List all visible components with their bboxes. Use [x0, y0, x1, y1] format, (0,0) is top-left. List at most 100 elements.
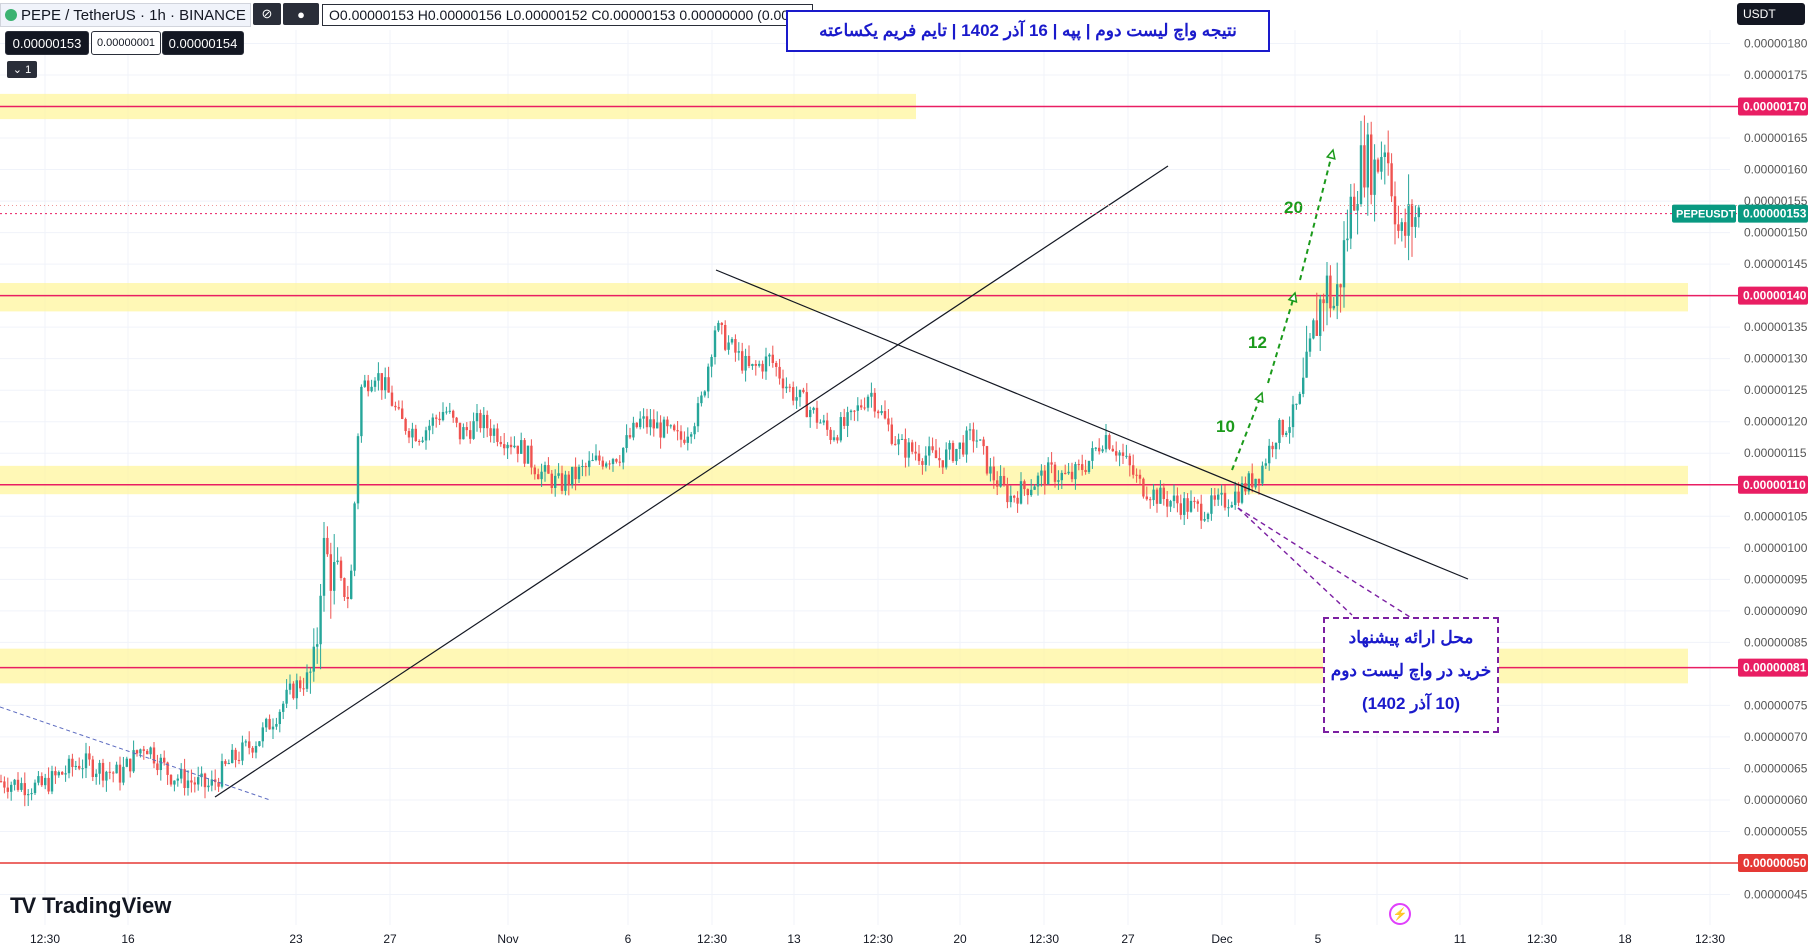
candle-body [455, 417, 458, 423]
ask-price-box[interactable]: 0.00000154 [162, 31, 244, 55]
candle-body [496, 428, 499, 442]
interval-label[interactable]: 1h [149, 6, 166, 24]
candle-body [843, 417, 846, 426]
descending-trendline [715, 269, 1469, 580]
candle-body [883, 411, 887, 419]
candle-body [424, 430, 428, 441]
candle-body [1346, 238, 1349, 241]
candle-body [1111, 448, 1114, 452]
candle-body [319, 595, 322, 645]
y-tick-label: 0.00000090 [1744, 604, 1808, 618]
candle-body [584, 466, 587, 468]
level-price-tag [1738, 658, 1808, 677]
candle-body [1152, 489, 1155, 501]
flash-icon[interactable]: ⚡ [1389, 903, 1411, 925]
candle-body [370, 386, 373, 392]
candle-body [1043, 470, 1046, 485]
candle-body [921, 461, 924, 465]
candle-body [101, 762, 105, 781]
candle-body [1203, 519, 1206, 521]
currency-selector[interactable]: USDT [1737, 3, 1805, 25]
last-price-tag [1738, 204, 1808, 223]
candle-body [758, 363, 761, 366]
more-dot-icon[interactable]: ● [283, 3, 319, 25]
candle-body [224, 761, 227, 764]
candle-body [0, 781, 3, 783]
candle-body [180, 769, 183, 779]
candle-body [1179, 503, 1182, 515]
candle-body [1356, 204, 1359, 211]
candle-body [472, 421, 475, 439]
candle-body [1087, 460, 1091, 473]
level-price-tag-text: 0.00000170 [1743, 100, 1807, 114]
candle-body [1098, 447, 1101, 452]
candle-body [693, 426, 696, 435]
candle-body [445, 411, 448, 413]
candle-body [1064, 472, 1067, 474]
candle-body [1281, 419, 1284, 435]
gain-label: 12 [1248, 333, 1267, 352]
candle-body [81, 768, 84, 770]
candle-body [343, 578, 346, 597]
candle-body [1370, 134, 1373, 195]
candle-body [1251, 473, 1254, 488]
candle-body [54, 771, 57, 776]
gain-label: 20 [1284, 198, 1303, 217]
candle-body [384, 377, 387, 391]
y-tick-label: 0.00000160 [1744, 163, 1808, 177]
candle-body [452, 410, 455, 418]
tradingview-logo[interactable]: TV TradingView [10, 893, 171, 919]
candle-body [64, 773, 67, 775]
candle-body [788, 386, 791, 388]
candle-body [863, 407, 866, 409]
level-price-tag [1738, 854, 1808, 873]
candle-body [962, 442, 965, 455]
candle-body [727, 342, 730, 350]
y-tick-label: 0.00000065 [1744, 761, 1808, 775]
x-tick-label: 12:30 [1527, 932, 1557, 946]
eye-toggle-icon[interactable]: ⊘ [253, 3, 281, 25]
candle-body [3, 781, 6, 788]
candle-body [1155, 489, 1159, 504]
x-tick-label: 12:30 [697, 932, 727, 946]
candle-body [475, 413, 479, 422]
candle-body [618, 461, 621, 463]
candle-body [1057, 480, 1060, 482]
candle-body [387, 377, 390, 393]
candle-body [1030, 489, 1033, 496]
bid-price-box[interactable]: 0.00000153 [5, 31, 89, 55]
candle-body [550, 473, 553, 488]
candle-body [819, 422, 822, 424]
candle-body [1142, 478, 1145, 497]
candle-body [435, 417, 438, 419]
y-tick-label: 0.00000060 [1744, 793, 1808, 807]
level-price-tag-text: 0.00000110 [1743, 478, 1806, 492]
candle-body [258, 741, 261, 746]
candle-body [448, 410, 451, 412]
symbol-name[interactable]: PEPE / TetherUS [21, 6, 136, 24]
candle-body [78, 765, 81, 769]
candle-body [156, 763, 159, 771]
indicator-count: 1 [25, 63, 32, 76]
collapse-indicators-button[interactable]: ⌄ 1 [7, 61, 37, 78]
candle-body [1288, 427, 1291, 433]
level-price-tag-text: 0.00000140 [1743, 289, 1807, 303]
candle-body [309, 671, 312, 673]
candle-body [1217, 494, 1220, 500]
x-tick-label: 18 [1618, 932, 1632, 946]
symbol-header[interactable]: PEPE / TetherUS · 1h · BINANCE [0, 3, 251, 27]
candle-body [292, 683, 295, 699]
candle-body [744, 355, 747, 371]
candle-body [1166, 499, 1169, 507]
candle-body [945, 449, 948, 468]
candle-body [13, 779, 16, 785]
candle-body [866, 396, 870, 408]
candle-body [1353, 196, 1356, 211]
candle-body [322, 537, 326, 596]
y-tick-label: 0.00000115 [1744, 446, 1807, 460]
candle-body [234, 749, 237, 760]
candle-body [95, 773, 98, 777]
candle-body [724, 325, 727, 350]
candle-body [1390, 163, 1393, 197]
